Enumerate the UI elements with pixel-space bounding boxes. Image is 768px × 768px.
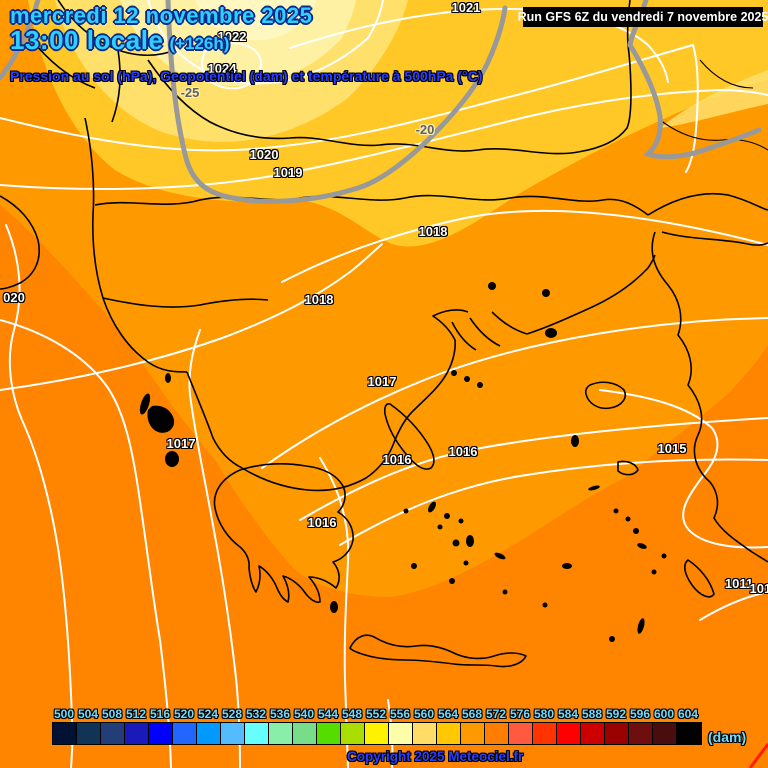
scale-swatch	[437, 723, 461, 744]
scale-tick-label: 564	[437, 707, 459, 721]
scale-swatch	[149, 723, 173, 744]
scale-tick-label: 552	[365, 707, 387, 721]
field-palest-552	[195, 0, 316, 41]
scale-tick-label: 560	[413, 707, 435, 721]
scale-tick-label: 504	[77, 707, 99, 721]
scale-tick-label: 580	[533, 707, 555, 721]
scale-tick-label: 544	[317, 707, 339, 721]
temperature-label: -20	[415, 122, 435, 137]
time-title-row: 13:00 locale (+126h)	[10, 25, 312, 56]
scale-swatch	[341, 723, 365, 744]
scale-tick-label: 520	[173, 707, 195, 721]
scale-tick-label: 584	[557, 707, 579, 721]
red-edge-line	[748, 743, 768, 768]
scale-tick-label: 588	[581, 707, 603, 721]
field-lightgold-560-east	[660, 70, 768, 128]
forecast-offset: (+126h)	[169, 34, 230, 54]
time-title: 13:00 locale	[10, 25, 164, 56]
coastlines-borders	[0, 0, 768, 668]
isobar-label: 1016	[749, 581, 768, 596]
scale-tick-label: 516	[149, 707, 171, 721]
temperature-label: -25	[180, 85, 200, 100]
scale-tick-label: 512	[125, 707, 147, 721]
isobar-label: 1015	[657, 441, 687, 456]
isobar-label: 1022	[217, 29, 247, 44]
scale-tick-label: 568	[461, 707, 483, 721]
islands	[139, 282, 667, 642]
scale-swatch	[461, 723, 485, 744]
scale-swatch	[317, 723, 341, 744]
scale-swatch	[485, 723, 509, 744]
scale-tick-label: 548	[341, 707, 363, 721]
scale-swatch	[197, 723, 221, 744]
scale-tick-label: 596	[629, 707, 651, 721]
scale-swatch	[293, 723, 317, 744]
scale-swatch	[557, 723, 581, 744]
scale-value-labels: 500 504 508 512 516 520 524 528 532 536 540 544 548 5…	[52, 707, 702, 721]
scale-swatch	[629, 723, 653, 744]
scale-swatch	[77, 723, 101, 744]
scale-swatch	[221, 723, 245, 744]
scale-tick-label: 536	[269, 707, 291, 721]
field-deeporange-572	[0, 205, 768, 768]
isobar-label: 1019	[273, 165, 303, 180]
scale-swatch	[605, 723, 629, 744]
scale-swatch	[245, 723, 269, 744]
isobar-label: 020	[3, 290, 25, 305]
geopotential-scale: 500 504 508 512 516 520 524 528 532 536 540 544 548 5…	[52, 707, 702, 745]
isobar-label: 1024	[207, 61, 237, 76]
scale-swatch	[173, 723, 197, 744]
scale-tick-label: 600	[653, 707, 675, 721]
scale-swatch	[269, 723, 293, 744]
isobar-label: 1018	[418, 224, 448, 239]
scale-tick-label: 604	[677, 707, 699, 721]
isobar-label: 1021	[451, 0, 481, 15]
scale-swatch	[581, 723, 605, 744]
scale-swatch	[653, 723, 677, 744]
scale-color-swatches	[52, 722, 702, 745]
scale-tick-label: 532	[245, 707, 267, 721]
scale-tick-label: 572	[485, 707, 507, 721]
isobar-label: 1020	[249, 147, 279, 162]
scale-swatch	[413, 723, 437, 744]
scale-tick-label: 500	[53, 707, 75, 721]
scale-swatch	[125, 723, 149, 744]
scale-unit-label: (dam)	[708, 729, 747, 745]
scale-tick-label: 592	[605, 707, 627, 721]
isobar-label: 1011	[724, 576, 754, 591]
temperature-lines	[0, 0, 762, 204]
scale-swatch	[389, 723, 413, 744]
scale-tick-label: 540	[293, 707, 315, 721]
scale-swatch	[365, 723, 389, 744]
isobar-label: 1016	[448, 444, 478, 459]
date-title: mercredi 12 novembre 2025	[10, 3, 313, 28]
scale-swatch	[53, 723, 77, 744]
run-info-text: Run GFS 6Z du vendredi 7 novembre 2025	[517, 10, 768, 24]
scale-swatch	[677, 723, 701, 744]
scale-tick-label: 576	[509, 707, 531, 721]
scale-swatch	[101, 723, 125, 744]
scale-swatch	[533, 723, 557, 744]
scale-swatch	[509, 723, 533, 744]
run-info-box: Run GFS 6Z du vendredi 7 novembre 2025	[518, 7, 768, 27]
title-block: mercredi 12 novembre 2025 13:00 locale (+…	[10, 4, 312, 54]
isobar-label: 1018	[304, 292, 334, 307]
scale-tick-label: 556	[389, 707, 411, 721]
isobar-label: 1017	[367, 374, 397, 389]
scale-tick-label: 524	[197, 707, 219, 721]
isobar-label: 1016	[382, 452, 412, 467]
copyright-text: Copyright 2025 Meteociel.fr	[347, 749, 524, 764]
isobar-label: 1017	[166, 436, 196, 451]
isobar-label: 1016	[307, 515, 337, 530]
scale-tick-label: 528	[221, 707, 243, 721]
scale-tick-label: 508	[101, 707, 123, 721]
map-subtitle: Pression au sol (hPa), Geopotentiel (dam…	[10, 68, 483, 84]
